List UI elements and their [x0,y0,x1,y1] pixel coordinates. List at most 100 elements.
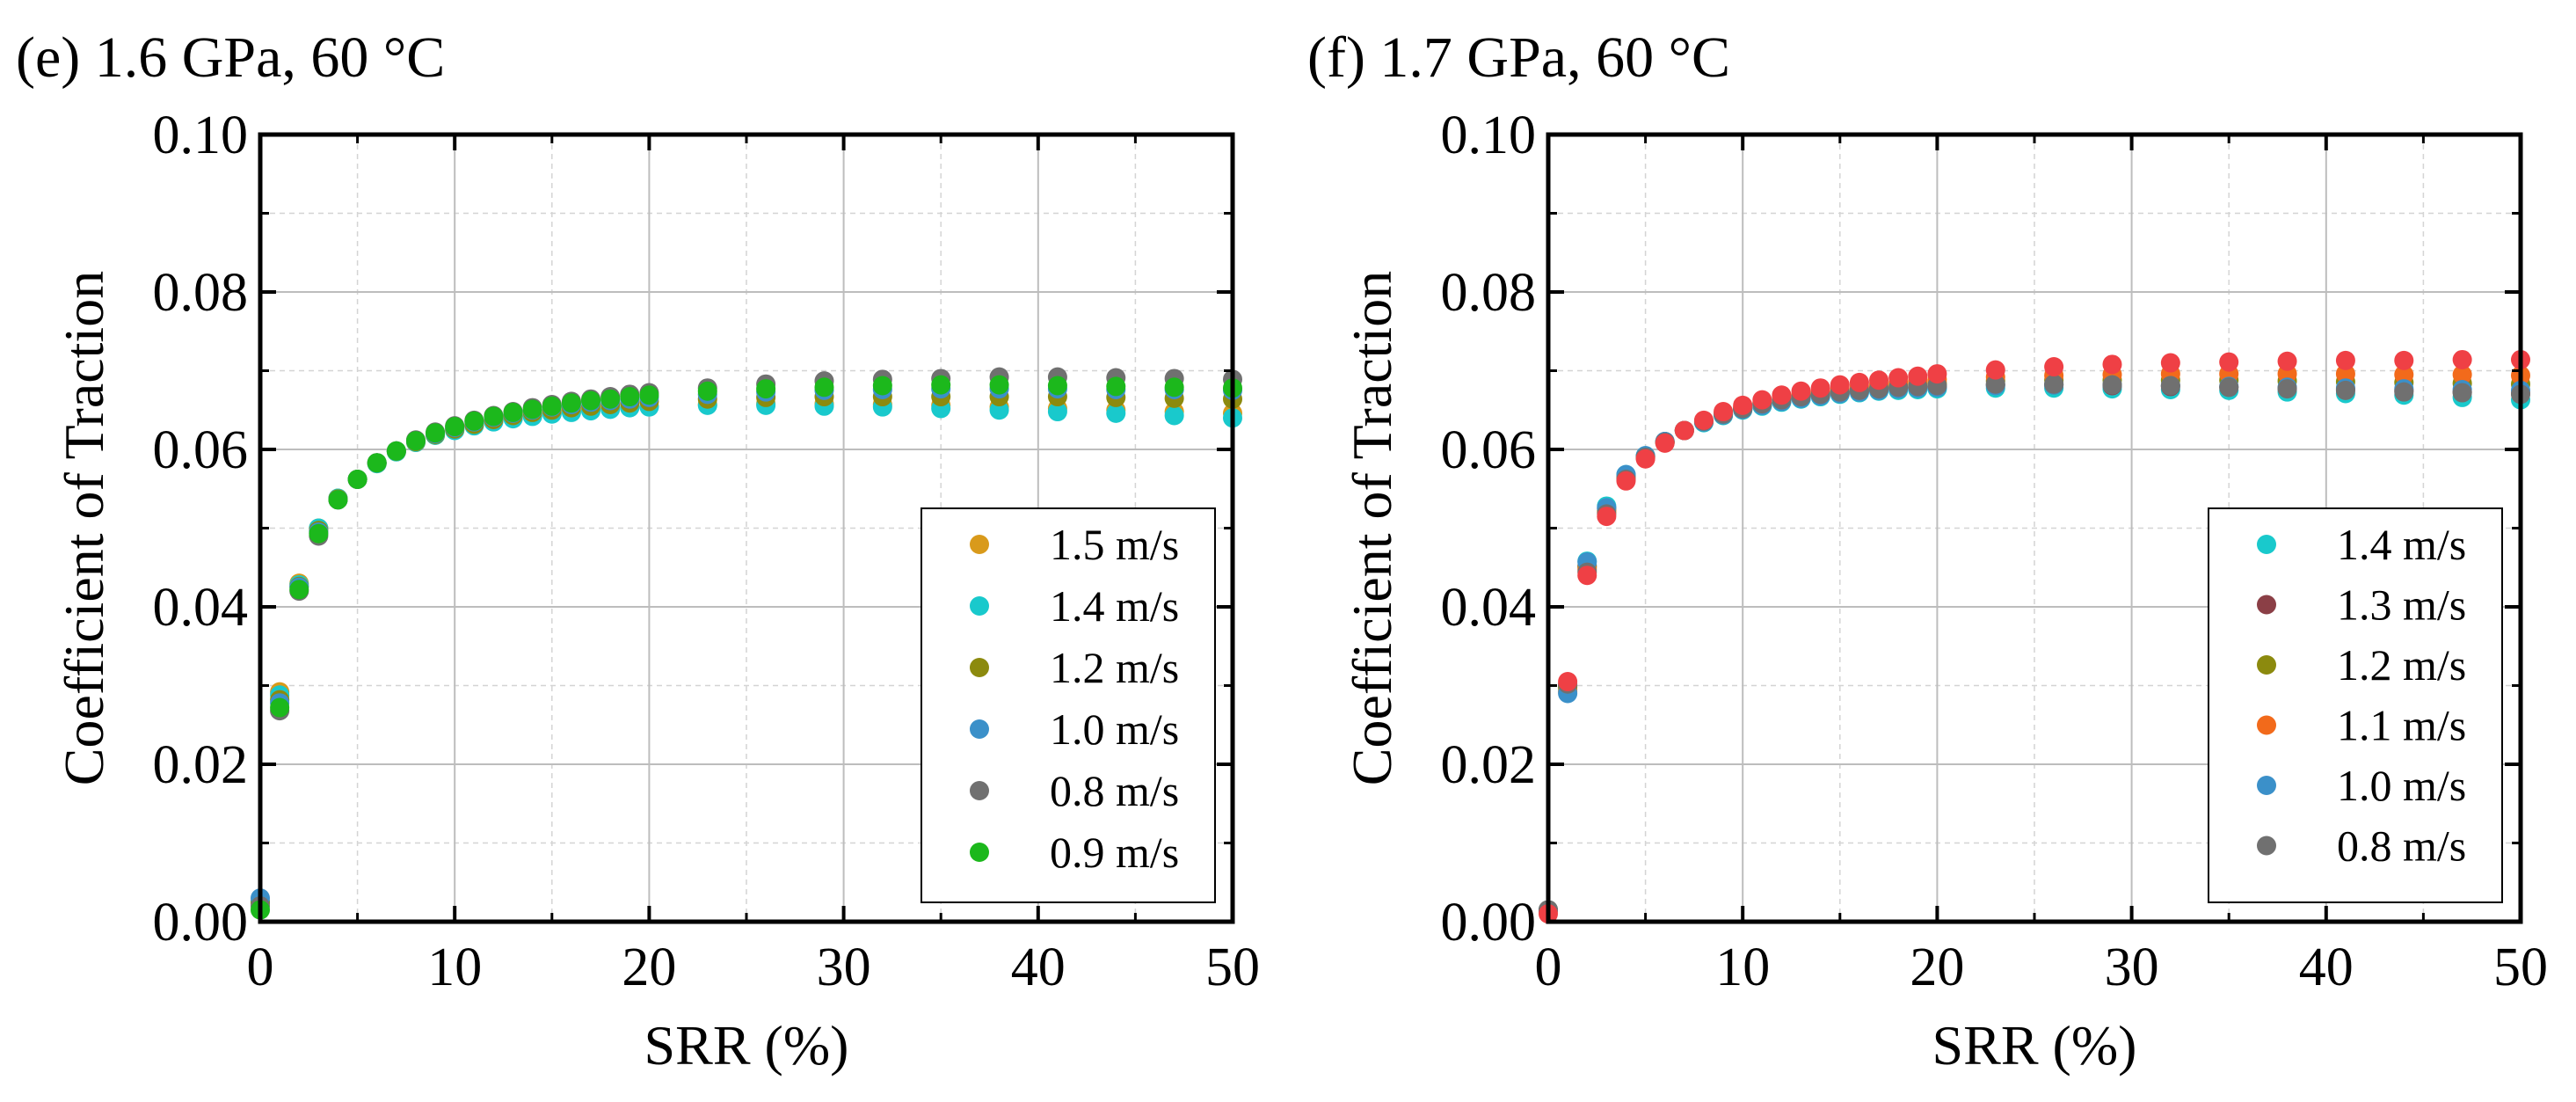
data-point [697,381,717,401]
x-tick-label: 0 [247,938,274,997]
legend-label: 1.0 m/s [1050,704,1179,754]
data-point [1714,402,1734,422]
data-point [2394,382,2414,402]
data-point [386,441,406,461]
legend-marker [970,843,989,862]
data-point [1849,372,1869,392]
x-axis-label: SRR (%) [644,1014,849,1076]
legend-box [2208,507,2503,903]
y-tick-label: 0.10 [153,106,249,165]
data-point [620,387,640,407]
scatter-chart-e: 0 10 20 30 40 50 0.00 0.02 0.04 0.06 0.08 0.10 SRR (… [53,106,1260,1076]
legend-label: 0.8 m/s [2337,821,2466,871]
legend-marker [970,596,989,616]
data-point [2452,383,2472,403]
y-tick-label: 0.02 [1441,735,1537,795]
legend-label: 1.0 m/s [2337,761,2466,810]
data-point [1985,360,2005,380]
data-point [1908,366,1928,386]
x-tick-label: 30 [2105,938,2159,997]
data-point [989,375,1009,395]
legend-label: 1.2 m/s [1050,643,1179,692]
data-point [581,390,601,411]
legend-box [921,507,1216,903]
data-point [2219,377,2239,398]
legend-label: 0.9 m/s [1050,828,1179,877]
data-point [2160,353,2180,373]
data-point [2102,375,2122,395]
x-tick-label: 20 [1910,938,1964,997]
data-point [2394,350,2414,370]
data-point [270,697,290,718]
x-tick-label: 40 [2299,938,2354,997]
data-point [1106,403,1126,423]
data-point [1164,405,1184,426]
data-point [2452,349,2472,369]
data-point [756,379,776,399]
data-point [503,402,523,422]
chart-panel-e: (e) 1.6 GPa, 60 °C 0 10 20 30 40 50 0.00 0.02 0.… [16,26,1260,1076]
legend-label: 1.4 m/s [1050,581,1179,631]
legend-marker [970,781,989,800]
legend-marker [970,719,989,739]
x-tick-label: 20 [622,938,676,997]
data-point [1558,672,1578,692]
data-point [1616,471,1636,491]
data-point [542,396,562,416]
data-point [989,400,1009,420]
data-point [1772,385,1792,405]
data-point [1047,402,1067,422]
data-point [309,523,329,544]
x-axis-label: SRR (%) [1932,1014,2137,1076]
data-point [561,393,581,413]
data-point [1810,378,1830,398]
legend-marker [2257,715,2276,735]
scatter-chart-f: 0 10 20 30 40 50 0.00 0.02 0.04 0.06 0.08 0.10 SRR (… [1341,106,2548,1076]
y-tick-label: 0.00 [153,893,249,952]
legend-marker [2257,836,2276,856]
data-point [2452,364,2472,384]
x-tick-label: 10 [427,938,482,997]
y-tick-label: 0.04 [1441,578,1537,638]
data-point [1752,390,1772,410]
data-point [1693,410,1714,430]
y-tick-label: 0.06 [1441,420,1537,480]
y-axis-label: Coefficient of Traction [53,271,115,785]
y-tick-label: 0.08 [153,263,249,323]
y-tick-label: 0.10 [1441,106,1537,165]
data-point [1635,449,1655,469]
data-point [1047,376,1067,396]
data-point [2394,364,2414,384]
chart-panel-f: (f) 1.7 GPa, 60 °C 0 10 20 30 40 50 0.00 0.02 0.… [1288,0,2576,1102]
data-point [1927,364,1947,384]
legend-label: 0.8 m/s [1050,766,1179,815]
data-point [1577,566,1597,586]
data-point [600,389,621,409]
data-point [872,376,892,396]
data-point [347,470,367,490]
data-point [814,377,834,398]
data-point [2160,376,2180,396]
data-point [426,423,446,443]
legend-marker [2257,535,2276,554]
legend-marker [2257,655,2276,675]
data-point [1985,374,2005,394]
data-point [2335,364,2355,384]
y-tick-label: 0.08 [1441,263,1537,323]
panel-title-e: (e) 1.6 GPa, 60 °C [16,26,446,90]
data-point [2277,351,2297,371]
data-point [1655,433,1675,453]
data-point [1830,375,1850,395]
data-point [464,411,484,431]
data-point [1106,376,1126,397]
x-tick-label: 50 [1205,938,1260,997]
legend: 1.4 m/s 1.3 m/s 1.2 m/s 1.1 m/s 1.0 m/s 0.8 m… [2208,507,2503,903]
y-tick-label: 0.04 [153,578,249,638]
data-point [484,406,504,427]
data-point [1869,370,1889,390]
data-point [328,490,348,510]
data-point [2044,374,2064,394]
legend-marker [970,535,989,554]
data-point [367,453,387,473]
data-point [1791,381,1811,401]
